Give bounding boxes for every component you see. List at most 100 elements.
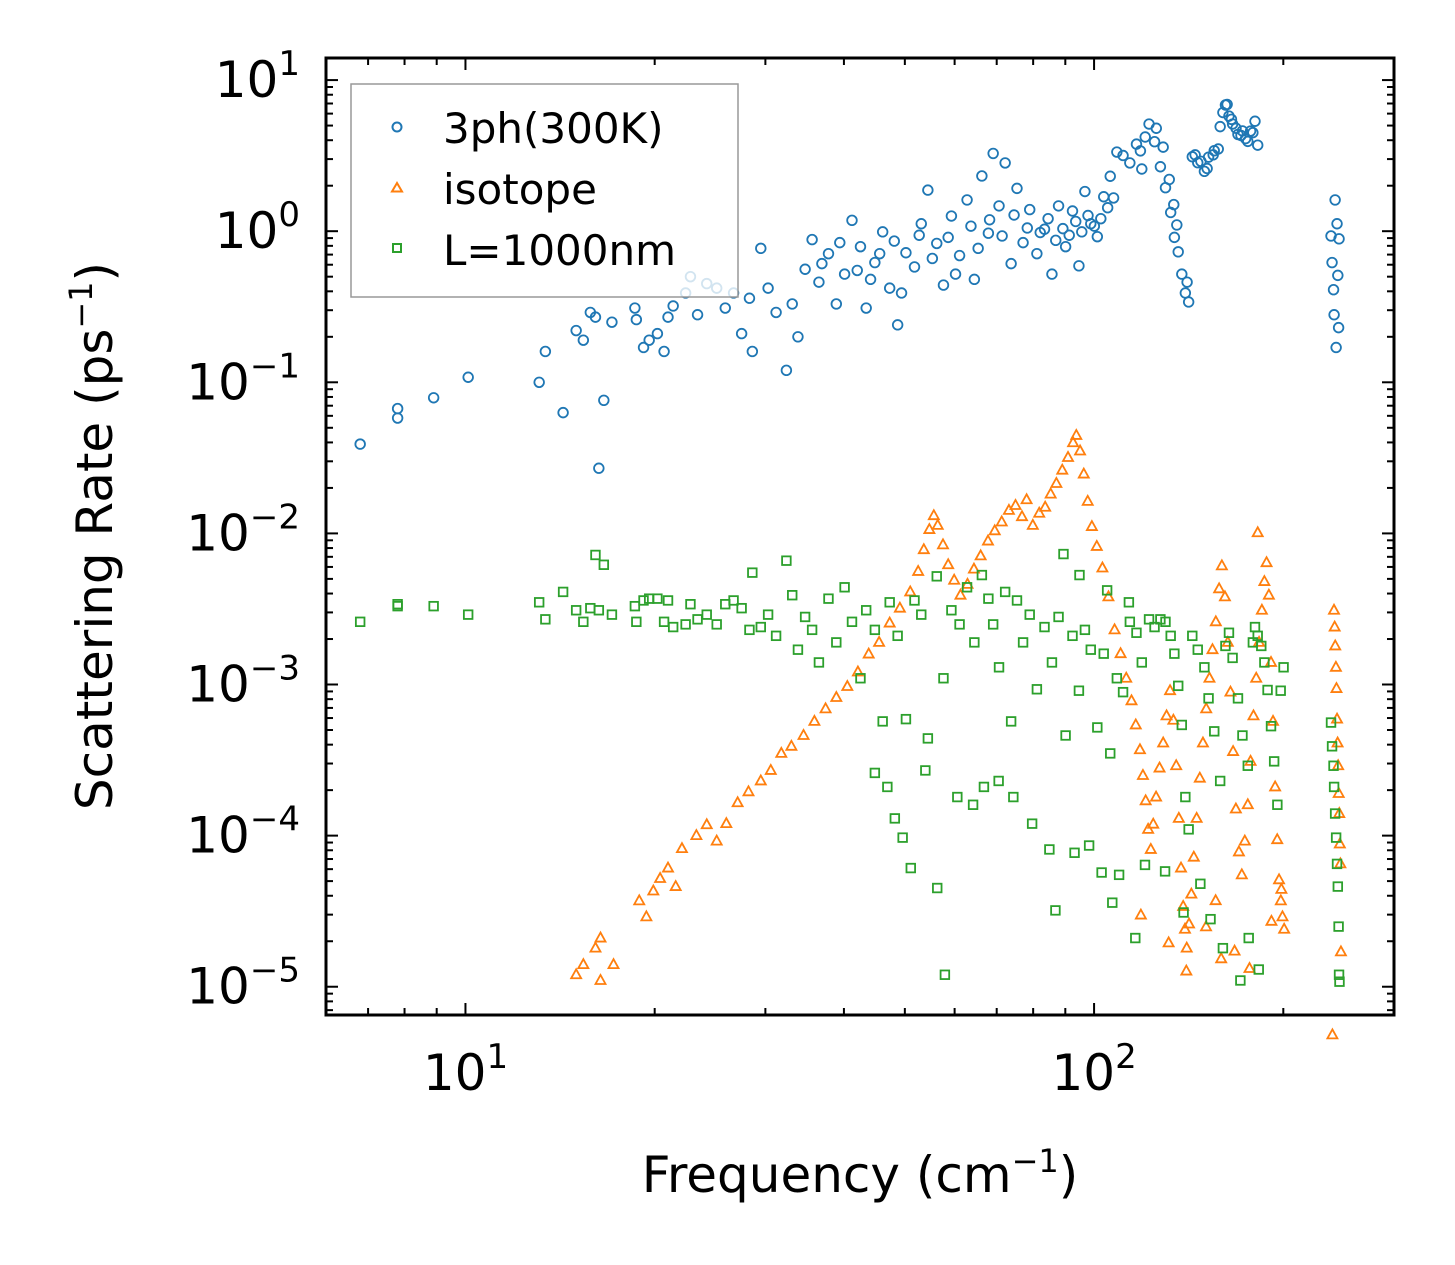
- point-l-1000nm: [920, 765, 931, 776]
- point-l-1000nm: [1073, 685, 1085, 696]
- point-3ph: [598, 394, 610, 407]
- point-3ph: [1221, 98, 1233, 111]
- point-l-1000nm: [900, 713, 912, 725]
- point-isotope: [1190, 811, 1204, 823]
- point-3ph: [1214, 120, 1226, 133]
- major-ticks: [326, 58, 1394, 1015]
- point-3ph: [1249, 115, 1261, 127]
- point-3ph: [1095, 212, 1107, 225]
- point-3ph: [1079, 185, 1091, 198]
- legend-marker-3ph: [391, 121, 403, 133]
- point-3ph: [846, 214, 858, 227]
- point-3ph: [1195, 155, 1207, 168]
- point-isotope: [1139, 793, 1153, 806]
- point-l-1000nm: [932, 882, 943, 894]
- y-tick-label-base: 10: [186, 958, 250, 1016]
- point-isotope: [1114, 646, 1128, 659]
- point-3ph: [869, 256, 881, 269]
- point-isotope: [1184, 886, 1198, 899]
- x-tick-label: 102: [1051, 1037, 1136, 1102]
- point-3ph: [755, 242, 767, 255]
- x-tick-label-exp: 1: [486, 1037, 508, 1077]
- point-3ph: [806, 233, 818, 246]
- point-3ph: [606, 316, 618, 328]
- point-l-1000nm: [1334, 976, 1345, 987]
- point-3ph: [1182, 296, 1195, 308]
- point-3ph: [1168, 198, 1180, 211]
- point-3ph: [1076, 226, 1088, 238]
- point-3ph: [945, 210, 958, 222]
- plot-frame: [324, 56, 1396, 1017]
- point-l-1000nm: [711, 619, 722, 630]
- x-tick-label-base: 10: [1051, 1044, 1115, 1102]
- point-isotope: [1069, 428, 1083, 440]
- point-l-1000nm: [1005, 716, 1017, 727]
- point-l-1000nm: [1124, 616, 1136, 628]
- point-3ph: [915, 218, 927, 230]
- point-l-1000nm: [1024, 609, 1035, 620]
- point-l-1000nm: [1165, 630, 1176, 642]
- point-3ph: [873, 247, 886, 260]
- point-isotope: [588, 940, 603, 953]
- point-l-1000nm: [1176, 719, 1188, 731]
- series-3ph-300k: [354, 98, 1345, 474]
- point-isotope: [1260, 555, 1274, 568]
- point-3ph: [854, 240, 867, 253]
- point-isotope: [1009, 498, 1023, 510]
- point-3ph: [1333, 233, 1345, 245]
- point-isotope: [1270, 832, 1284, 845]
- point-3ph: [982, 227, 995, 239]
- point-isotope: [1146, 816, 1160, 829]
- point-3ph: [1057, 222, 1069, 235]
- point-l-1000nm: [976, 569, 988, 581]
- y-tick-label: 10−3: [186, 649, 300, 714]
- point-isotope: [995, 514, 1009, 527]
- point-3ph: [589, 311, 602, 323]
- point-l-1000nm: [1326, 741, 1338, 752]
- y-tick-label-base: 10: [215, 51, 279, 109]
- point-isotope: [883, 615, 897, 628]
- point-l-1000nm: [993, 775, 1004, 787]
- point-3ph: [462, 371, 474, 383]
- point-3ph: [1244, 125, 1257, 137]
- point-l-1000nm: [855, 673, 866, 684]
- point-isotope: [1180, 940, 1194, 953]
- point-3ph: [949, 268, 962, 280]
- point-l-1000nm: [557, 586, 569, 598]
- point-isotope: [1081, 493, 1095, 506]
- point-3ph: [1008, 209, 1020, 221]
- point-isotope: [1163, 683, 1177, 696]
- point-isotope: [931, 518, 945, 530]
- point-3ph: [1198, 165, 1211, 178]
- point-l-1000nm: [969, 637, 980, 648]
- x-axis-label-text: Frequency (cm: [642, 1146, 1012, 1204]
- point-3ph: [1088, 220, 1101, 232]
- point-l-1000nm: [1325, 717, 1337, 728]
- point-l-1000nm: [1328, 760, 1339, 771]
- y-axis-label-text: Scattering Rate (ps: [66, 329, 124, 810]
- point-l-1000nm: [1098, 648, 1109, 659]
- point-l-1000nm: [1243, 932, 1254, 944]
- point-l-1000nm: [1253, 964, 1264, 975]
- y-tick-label-exp: −5: [250, 951, 300, 991]
- point-3ph: [1091, 230, 1104, 243]
- point-isotope: [1108, 622, 1122, 635]
- point-3ph: [922, 184, 934, 196]
- point-l-1000nm: [839, 582, 850, 593]
- point-3ph: [900, 247, 912, 259]
- point-3ph: [972, 242, 984, 255]
- y-tick-label: 10−2: [186, 497, 300, 562]
- point-isotope: [840, 679, 854, 691]
- point-isotope: [569, 967, 583, 980]
- x-tick-label-base: 10: [423, 1044, 487, 1102]
- point-l-1000nm: [1209, 726, 1220, 737]
- y-tick-label-exp: −2: [250, 497, 300, 537]
- point-isotope: [1262, 587, 1276, 600]
- point-3ph: [1066, 205, 1079, 217]
- point-isotope: [1055, 462, 1069, 475]
- point-l-1000nm: [1331, 858, 1343, 870]
- point-isotope: [1032, 505, 1046, 518]
- point-l-1000nm: [987, 619, 999, 630]
- point-isotope: [1129, 717, 1143, 730]
- point-3ph: [637, 341, 650, 354]
